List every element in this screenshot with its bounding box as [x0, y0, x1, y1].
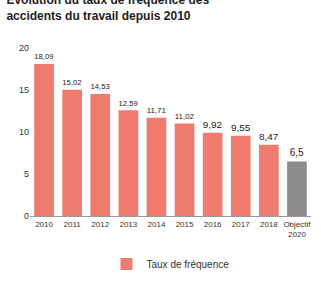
- svg-text:2010: 2010: [35, 220, 53, 229]
- svg-text:2016: 2016: [204, 220, 222, 229]
- svg-text:2014: 2014: [148, 220, 166, 229]
- svg-text:5: 5: [24, 169, 29, 179]
- svg-text:15,02: 15,02: [62, 78, 81, 87]
- svg-text:11,02: 11,02: [175, 112, 195, 121]
- svg-text:8,47: 8,47: [259, 131, 278, 142]
- svg-text:18,09: 18,09: [34, 52, 53, 61]
- svg-text:0: 0: [24, 211, 29, 221]
- svg-text:20: 20: [19, 43, 29, 53]
- svg-text:15: 15: [19, 85, 29, 95]
- svg-text:Objectif2020: Objectif2020: [283, 220, 311, 239]
- svg-text:9,55: 9,55: [231, 122, 251, 133]
- svg-text:10: 10: [19, 127, 29, 137]
- svg-text:9,92: 9,92: [203, 119, 222, 130]
- svg-text:6,5: 6,5: [290, 147, 304, 158]
- svg-text:11,71: 11,71: [147, 106, 167, 115]
- svg-text:Évolution du taux de fréquence: Évolution du taux de fréquence desaccide…: [6, 0, 209, 23]
- svg-text:14,53: 14,53: [90, 82, 109, 91]
- svg-text:2018: 2018: [260, 220, 278, 229]
- svg-text:Taux de fréquence: Taux de fréquence: [147, 259, 230, 270]
- svg-text:12,59: 12,59: [119, 99, 138, 108]
- svg-text:2015: 2015: [176, 220, 194, 229]
- svg-text:2012: 2012: [91, 220, 109, 229]
- svg-text:2011: 2011: [64, 220, 82, 229]
- svg-text:2017: 2017: [232, 220, 250, 229]
- svg-text:2013: 2013: [119, 220, 137, 229]
